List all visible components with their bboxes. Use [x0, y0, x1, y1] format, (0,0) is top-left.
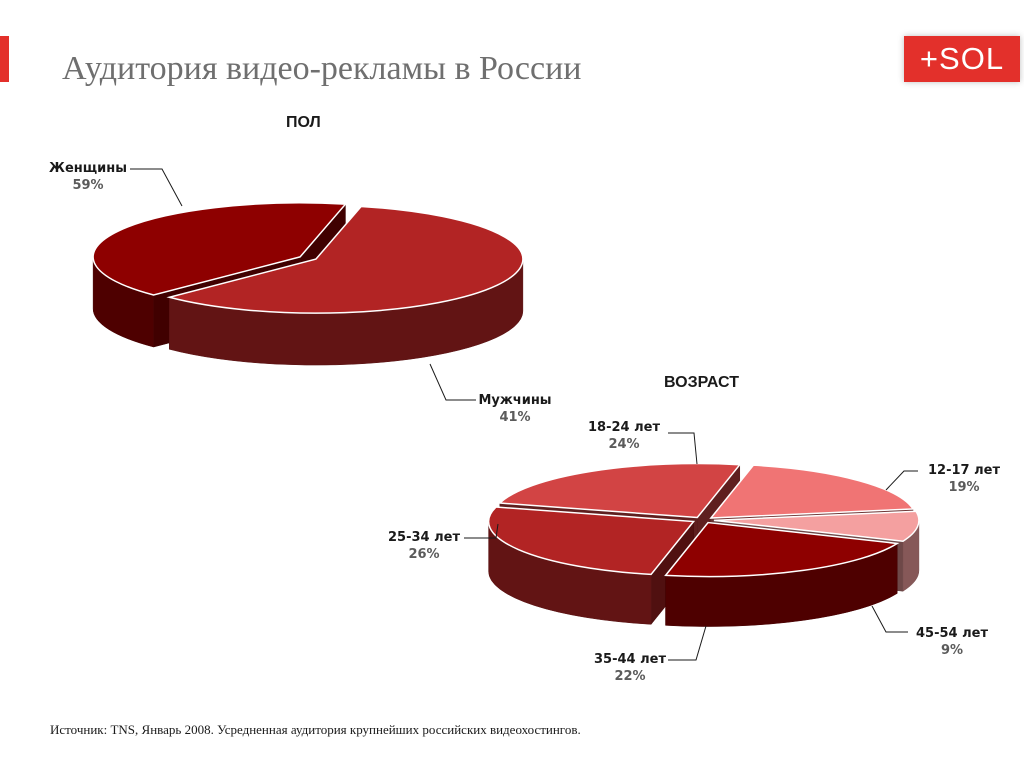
gender-leader-line [130, 168, 183, 207]
age-label-value: 9% [941, 643, 963, 658]
source-note: Источник: TNS, Январь 2008. Усредненная … [50, 722, 581, 737]
age-leader-line [668, 432, 698, 465]
age-label-name: 45-54 лет [916, 626, 988, 641]
gender-slice-1 [92, 202, 348, 296]
age-slice-0 [498, 462, 742, 519]
age-slice-4 [487, 506, 696, 576]
age-label-name: 12-17 лет [928, 463, 1000, 478]
brand-logo: +SOL [904, 36, 1020, 82]
age-label-name: 35-44 лет [594, 652, 666, 667]
age-leader-line [871, 605, 908, 633]
age-leader-line [885, 470, 918, 491]
gender-pie: Женщины 59% Мужчины 41% [49, 161, 552, 425]
gender-label-name: Мужчины [478, 393, 551, 408]
age-slice-3 [664, 521, 900, 578]
age-label-value: 24% [608, 437, 639, 452]
age-label-value: 22% [614, 669, 645, 684]
age-leader-line [464, 523, 499, 539]
gender-label-name: Женщины [49, 161, 127, 176]
slide-title: Аудитория видео-рекламы в России [62, 50, 582, 87]
age-pie: 18-24 лет 24% 12-17 лет 19% 45-54 лет 9% 35-44… [388, 420, 1000, 684]
age-label-name: 18-24 лет [588, 420, 660, 435]
age-slice-2 [713, 510, 920, 542]
gender-chart-title: ПОЛ [286, 114, 321, 131]
accent-bar [0, 36, 9, 82]
age-label-name: 25-34 лет [388, 530, 460, 545]
age-label-value: 19% [948, 480, 979, 495]
gender-label-value: 59% [72, 178, 103, 193]
age-chart-title: ВОЗРАСТ [664, 374, 739, 391]
gender-leader-line [429, 363, 476, 401]
age-slice-1 [709, 464, 915, 519]
gender-label-value: 41% [499, 410, 530, 425]
age-label-value: 26% [408, 547, 439, 562]
age-leader-line [668, 625, 707, 661]
gender-slice-0 [166, 205, 524, 314]
logo-text: +SOL [919, 41, 1005, 76]
